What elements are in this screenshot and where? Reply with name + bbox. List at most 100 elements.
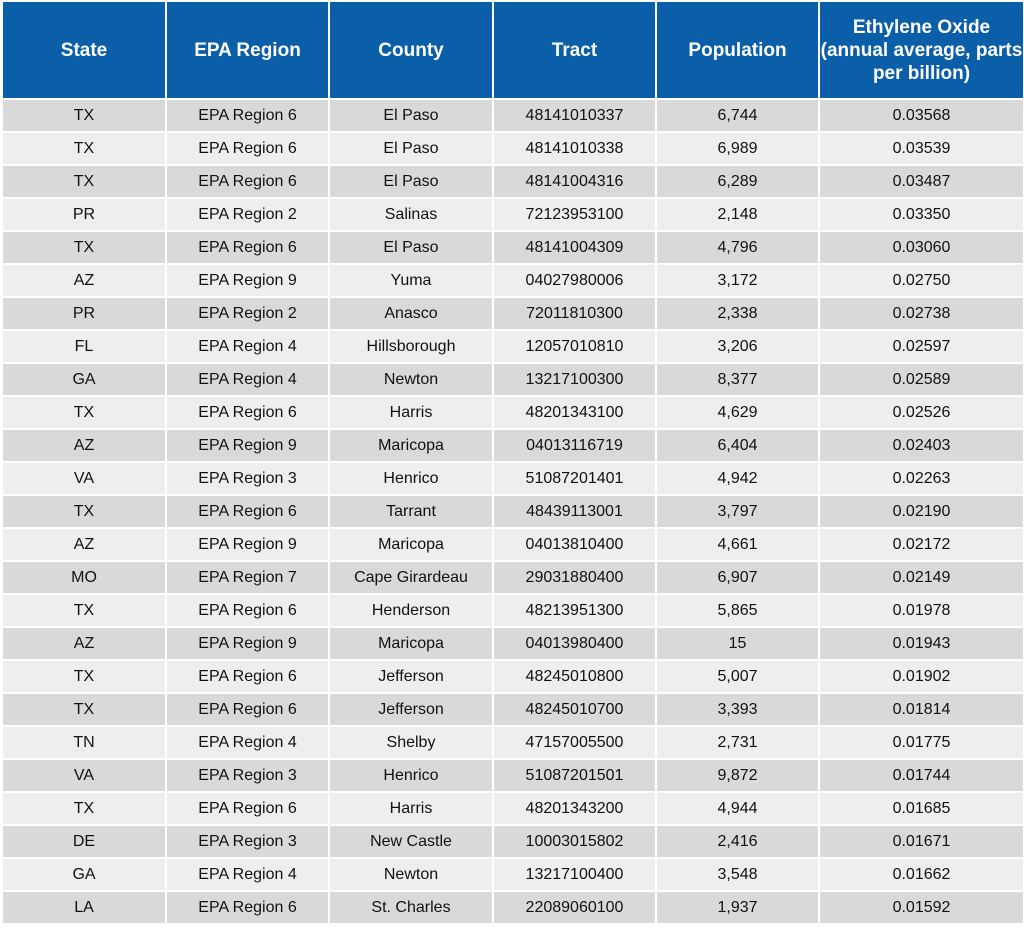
table-row: AZ EPA Region 9 Maricopa 04013810400 4,661 0.… (1, 527, 1024, 562)
table-cell: EPA Region 6 (165, 890, 330, 925)
table-cell: Henrico (328, 758, 494, 793)
table-cell: EPA Region 7 (165, 560, 330, 595)
table-cell: 5,007 (655, 659, 820, 694)
table-cell: 12057010810 (492, 329, 657, 364)
table-cell: 2,416 (655, 824, 820, 859)
table-cell: 0.02190 (818, 494, 1024, 529)
table-cell: 4,942 (655, 461, 820, 496)
table-row: PR EPA Region 2 Salinas 72123953100 2,148 0.0… (1, 197, 1024, 232)
table-row: GA EPA Region 4 Newton 13217100400 3,548 0.01… (1, 857, 1024, 892)
table-row: TX EPA Region 6 Harris 48201343100 4,629 0.02… (1, 395, 1024, 430)
table-cell: EPA Region 6 (165, 230, 330, 265)
table-row: TX EPA Region 6 El Paso 48141010338 6,989 0.0… (1, 131, 1024, 166)
table-cell: New Castle (328, 824, 494, 859)
table-row: TX EPA Region 6 El Paso 48141010337 6,744 0.0… (1, 98, 1024, 133)
table-cell: DE (1, 824, 167, 859)
table-cell: Maricopa (328, 527, 494, 562)
table-cell: Maricopa (328, 428, 494, 463)
table-row: TX EPA Region 6 Harris 48201343200 4,944 0.01… (1, 791, 1024, 826)
table-row: AZ EPA Region 9 Maricopa 04013116719 6,404 0.… (1, 428, 1024, 463)
table-cell: 0.02172 (818, 527, 1024, 562)
table-cell: 0.01902 (818, 659, 1024, 694)
table-cell: 4,629 (655, 395, 820, 430)
table-cell: 48141010337 (492, 98, 657, 133)
table-cell: LA (1, 890, 167, 925)
table-cell: 48141010338 (492, 131, 657, 166)
table-cell: 0.01685 (818, 791, 1024, 826)
table-cell: 2,731 (655, 725, 820, 760)
table-cell: El Paso (328, 164, 494, 199)
table-cell: 1,937 (655, 890, 820, 925)
table-cell: AZ (1, 263, 167, 298)
table-cell: TN (1, 725, 167, 760)
table-cell: 0.02589 (818, 362, 1024, 397)
table-cell: EPA Region 9 (165, 428, 330, 463)
table-cell: TX (1, 659, 167, 694)
table-cell: 2,338 (655, 296, 820, 331)
table-cell: 04013980400 (492, 626, 657, 661)
table-row: TX EPA Region 6 El Paso 48141004316 6,289 0.0… (1, 164, 1024, 199)
table-cell: TX (1, 164, 167, 199)
table-cell: EPA Region 4 (165, 362, 330, 397)
table-cell: 0.02750 (818, 263, 1024, 298)
table-cell: 0.03568 (818, 98, 1024, 133)
table-body: TX EPA Region 6 El Paso 48141010337 6,744 0.0… (1, 98, 1024, 925)
table-row: VA EPA Region 3 Henrico 51087201501 9,872 0.0… (1, 758, 1024, 793)
table-cell: Shelby (328, 725, 494, 760)
table-cell: Tarrant (328, 494, 494, 529)
table-cell: TX (1, 692, 167, 727)
table-cell: 4,661 (655, 527, 820, 562)
table-cell: VA (1, 461, 167, 496)
table-cell: 15 (655, 626, 820, 661)
table-cell: 5,865 (655, 593, 820, 628)
table-cell: 04013116719 (492, 428, 657, 463)
table-cell: 13217100400 (492, 857, 657, 892)
table-row: TN EPA Region 4 Shelby 47157005500 2,731 0.01… (1, 725, 1024, 760)
table-cell: Anasco (328, 296, 494, 331)
table-cell: 3,797 (655, 494, 820, 529)
table-cell: 0.01775 (818, 725, 1024, 760)
table-row: TX EPA Region 6 El Paso 48141004309 4,796 0.0… (1, 230, 1024, 265)
table-row: TX EPA Region 6 Jefferson 48245010700 3,393 0… (1, 692, 1024, 727)
table-cell: Salinas (328, 197, 494, 232)
table-cell: El Paso (328, 131, 494, 166)
table-cell: EPA Region 3 (165, 824, 330, 859)
table-cell: TX (1, 593, 167, 628)
header-cell: County (328, 0, 494, 100)
table-cell: 6,289 (655, 164, 820, 199)
header-cell: State (1, 0, 167, 100)
table-cell: 0.03539 (818, 131, 1024, 166)
table-cell: EPA Region 9 (165, 527, 330, 562)
table-cell: TX (1, 131, 167, 166)
table-cell: EPA Region 6 (165, 131, 330, 166)
table-cell: EPA Region 6 (165, 791, 330, 826)
table-cell: GA (1, 857, 167, 892)
header-row: State EPA Region County Tract Population Ethy… (1, 0, 1024, 100)
table-cell: St. Charles (328, 890, 494, 925)
table-cell: TX (1, 230, 167, 265)
table-row: PR EPA Region 2 Anasco 72011810300 2,338 0.02… (1, 296, 1024, 331)
table-cell: Newton (328, 362, 494, 397)
table-cell: 48141004316 (492, 164, 657, 199)
table-cell: PR (1, 197, 167, 232)
table-cell: EPA Region 6 (165, 593, 330, 628)
table-header: State EPA Region County Tract Population Ethy… (1, 0, 1024, 100)
table-cell: 72011810300 (492, 296, 657, 331)
table-cell: EPA Region 6 (165, 164, 330, 199)
table-cell: FL (1, 329, 167, 364)
table-cell: 48245010700 (492, 692, 657, 727)
table-cell: 29031880400 (492, 560, 657, 595)
table-row: MO EPA Region 7 Cape Girardeau 29031880400 6… (1, 560, 1024, 595)
table-cell: TX (1, 791, 167, 826)
table-cell: El Paso (328, 230, 494, 265)
table-row: LA EPA Region 6 St. Charles 22089060100 1,93… (1, 890, 1024, 925)
table-row: VA EPA Region 3 Henrico 51087201401 4,942 0.0… (1, 461, 1024, 496)
table-cell: Yuma (328, 263, 494, 298)
table-cell: 0.02403 (818, 428, 1024, 463)
table-cell: 13217100300 (492, 362, 657, 397)
table-cell: 3,548 (655, 857, 820, 892)
table-cell: 10003015802 (492, 824, 657, 859)
table-cell: 48141004309 (492, 230, 657, 265)
table-cell: 0.01671 (818, 824, 1024, 859)
